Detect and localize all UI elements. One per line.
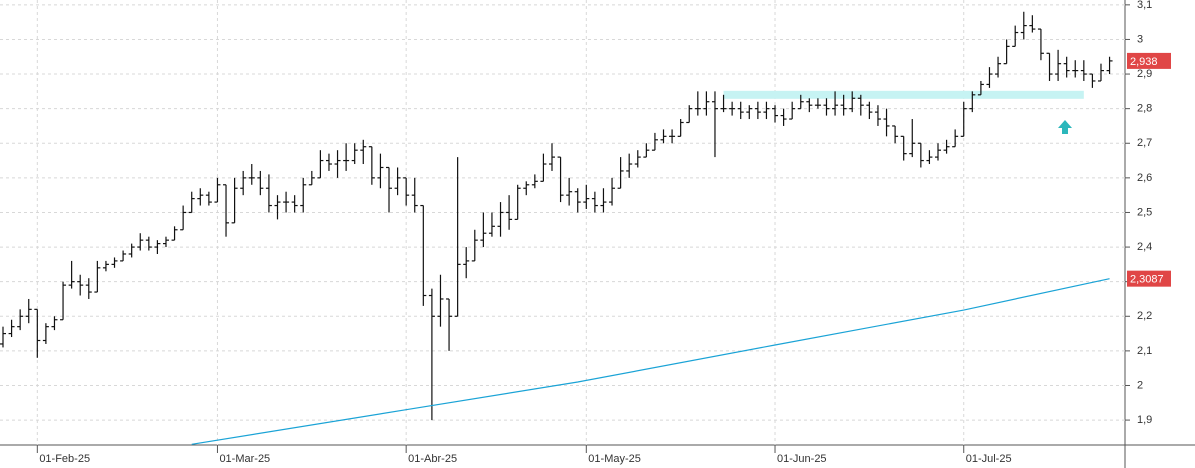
signal-arrow bbox=[1058, 120, 1072, 134]
x-tick-label: 01-Mar-25 bbox=[219, 453, 270, 465]
x-tick-label: 01-Jul-25 bbox=[966, 453, 1012, 465]
y-tick-label: 3 bbox=[1137, 33, 1143, 45]
y-tick-label: 2,6 bbox=[1137, 172, 1152, 184]
y-tick-label: 2,7 bbox=[1137, 137, 1152, 149]
x-tick-label: 01-Abr-25 bbox=[408, 453, 457, 465]
price-tag-label: 2,3087 bbox=[1130, 274, 1164, 286]
y-tick-label: 2,2 bbox=[1137, 310, 1152, 322]
x-tick-label: 01-Feb-25 bbox=[39, 453, 90, 465]
moving-average bbox=[191, 278, 1110, 445]
x-tick-label: 01-May-25 bbox=[588, 453, 641, 465]
y-tick-label: 2 bbox=[1137, 379, 1143, 391]
x-tick-label: 01-Jun-25 bbox=[777, 453, 827, 465]
price-tag bbox=[1127, 52, 1171, 69]
y-tick-label: 2,8 bbox=[1137, 103, 1152, 115]
y-tick-label: 2,9 bbox=[1137, 68, 1152, 80]
y-tick-label: 2,1 bbox=[1137, 345, 1152, 357]
y-tick-label: 1,9 bbox=[1137, 414, 1152, 426]
y-tick-label: 2,5 bbox=[1137, 206, 1152, 218]
support-zone bbox=[723, 90, 1084, 99]
y-tick-label: 3,1 bbox=[1137, 0, 1152, 11]
price-tag bbox=[1127, 270, 1171, 287]
price-tag-label: 2,938 bbox=[1130, 56, 1158, 68]
y-tick-label: 2,4 bbox=[1137, 241, 1152, 253]
